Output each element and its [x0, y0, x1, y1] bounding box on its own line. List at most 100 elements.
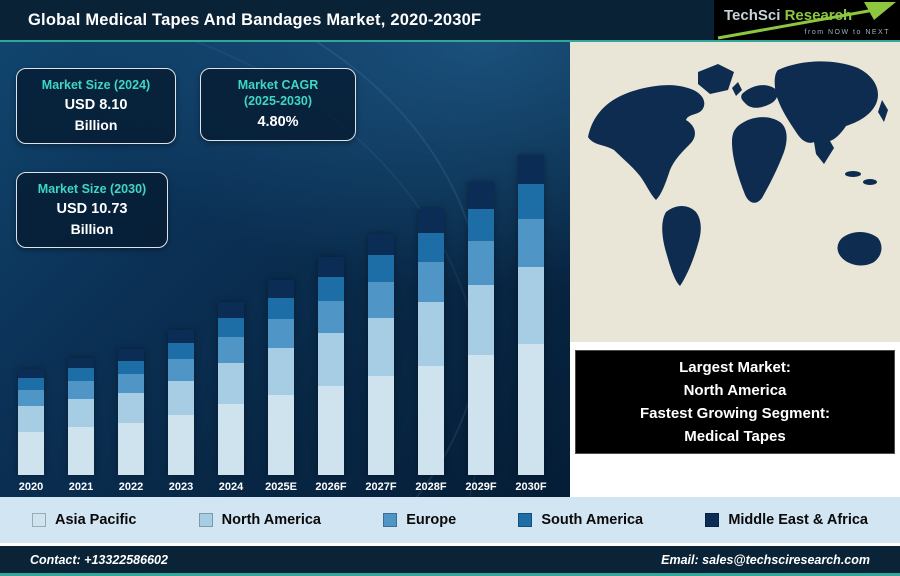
page-title: Global Medical Tapes And Bandages Market…: [28, 10, 482, 29]
bar-column: 2026F: [308, 257, 354, 493]
stacked-bar: [518, 155, 544, 475]
stacked-bar: [368, 233, 394, 476]
bar-year-label: 2024: [218, 481, 244, 493]
stacked-bar: [268, 280, 294, 475]
bar-segment-asia-pacific: [468, 355, 494, 475]
bar-segment-north-america: [318, 333, 344, 386]
bar-segment-middle-east-africa: [368, 233, 394, 256]
bar-segment-south-america: [518, 183, 544, 219]
footer: Contact: +13322586602 Email: sales@techs…: [0, 546, 900, 576]
bar-segment-asia-pacific: [518, 343, 544, 475]
legend-item: Europe: [383, 512, 456, 528]
bar-segment-asia-pacific: [218, 404, 244, 475]
bar-segment-south-america: [18, 378, 44, 391]
stat-box-market-cagr: Market CAGR (2025-2030) 4.80%: [200, 68, 356, 142]
email-text: Email: sales@techsciresearch.com: [661, 552, 870, 567]
bar-segment-middle-east-africa: [18, 368, 44, 379]
bar-segment-north-america: [518, 266, 544, 344]
stacked-bar: [218, 301, 244, 475]
bar-segment-asia-pacific: [418, 365, 444, 475]
bar-segment-south-america: [268, 297, 294, 319]
logo-text: TechSci Research: [724, 7, 852, 24]
bar-segment-asia-pacific: [118, 423, 144, 475]
stacked-bar: [168, 329, 194, 475]
footer-divider: [0, 543, 900, 546]
bar-segment-north-america: [468, 284, 494, 356]
bar-segment-south-america: [118, 360, 144, 375]
highlight-largest-market-value: North America: [683, 381, 787, 399]
bar-segment-europe: [118, 374, 144, 394]
chart-legend: Asia Pacific North America Europe South Ame…: [0, 497, 900, 543]
bar-column: 2023: [158, 329, 204, 493]
bar-segment-asia-pacific: [368, 376, 394, 476]
bar-segment-middle-east-africa: [268, 280, 294, 298]
stat-box-market-size-2030: Market Size (2030) USD 10.73 Billion: [16, 172, 168, 248]
bar-year-label: 2023: [168, 481, 194, 493]
stat-label: (2025-2030): [243, 94, 313, 109]
bar-year-label: 2028F: [415, 481, 447, 493]
legend-label: Asia Pacific: [55, 512, 137, 528]
legend-label: South America: [541, 512, 644, 528]
bar-year-label: 2030F: [515, 481, 547, 493]
bar-segment-asia-pacific: [268, 394, 294, 475]
stacked-bar: [418, 208, 444, 475]
legend-item: Middle East & Africa: [705, 512, 868, 528]
bar-segment-asia-pacific: [168, 415, 194, 475]
bar-year-label: 2021: [68, 481, 94, 493]
bar-segment-middle-east-africa: [318, 257, 344, 277]
stacked-bar: [118, 349, 144, 475]
stat-unit: Billion: [74, 116, 118, 133]
bar-segment-north-america: [68, 398, 94, 427]
bar-segment-europe: [468, 240, 494, 285]
bar-segment-middle-east-africa: [518, 155, 544, 184]
bar-segment-south-america: [218, 317, 244, 337]
contact-text: Contact: +13322586602: [30, 552, 168, 567]
bar-segment-europe: [218, 336, 244, 363]
bar-segment-europe: [268, 318, 294, 349]
bar-segment-middle-east-africa: [418, 208, 444, 233]
bar-column: 2021: [58, 357, 104, 493]
bar-year-label: 2029F: [465, 481, 497, 493]
legend-item: Asia Pacific: [32, 512, 136, 528]
bar-column: 2029F: [458, 182, 504, 493]
bar-column: 2027F: [358, 233, 404, 493]
bar-segment-south-america: [468, 208, 494, 241]
bar-column: 2030F: [508, 155, 554, 493]
stat-label: Market Size (2030): [37, 182, 147, 196]
bar-segment-asia-pacific: [68, 426, 94, 475]
highlight-fastest-segment-label: Fastest Growing Segment:: [639, 405, 831, 422]
legend-swatch: [705, 513, 720, 527]
legend-label: Europe: [406, 512, 457, 528]
world-map: [570, 42, 900, 342]
stat-value: USD 8.10: [64, 97, 128, 114]
bar-column: 2022: [108, 349, 154, 493]
stacked-bar: [68, 357, 94, 475]
bar-segment-europe: [318, 300, 344, 334]
bar-segment-south-america: [318, 276, 344, 301]
bar-segment-north-america: [118, 393, 144, 424]
highlight-fastest-segment-value: Medical Tapes: [684, 428, 786, 446]
bar-segment-middle-east-africa: [118, 349, 144, 361]
main-content: Market Size (2024) USD 8.10 Billion Mark…: [0, 42, 900, 497]
right-column: Largest Market: North America Fastest Gr…: [570, 42, 900, 497]
bar-column: 2024: [208, 301, 254, 493]
bar-segment-south-america: [368, 255, 394, 283]
stacked-bar: [468, 182, 494, 475]
stat-value: 4.80%: [257, 113, 299, 130]
bar-year-label: 2025E: [265, 481, 297, 493]
bar-year-label: 2026F: [315, 481, 347, 493]
bar-segment-middle-east-africa: [468, 182, 494, 209]
legend-swatch: [198, 513, 213, 527]
bar-segment-north-america: [368, 318, 394, 377]
bar-segment-asia-pacific: [318, 385, 344, 475]
stat-box-market-size-2024: Market Size (2024) USD 8.10 Billion: [16, 68, 176, 144]
stacked-bar: [318, 257, 344, 475]
bar-segment-north-america: [168, 380, 194, 416]
bar-segment-south-america: [418, 232, 444, 262]
legend-label: North America: [221, 512, 321, 528]
stat-label: Market CAGR: [237, 78, 319, 92]
bar-column: 2025E: [258, 280, 304, 493]
legend-swatch: [32, 513, 46, 527]
bar-segment-south-america: [68, 368, 94, 382]
